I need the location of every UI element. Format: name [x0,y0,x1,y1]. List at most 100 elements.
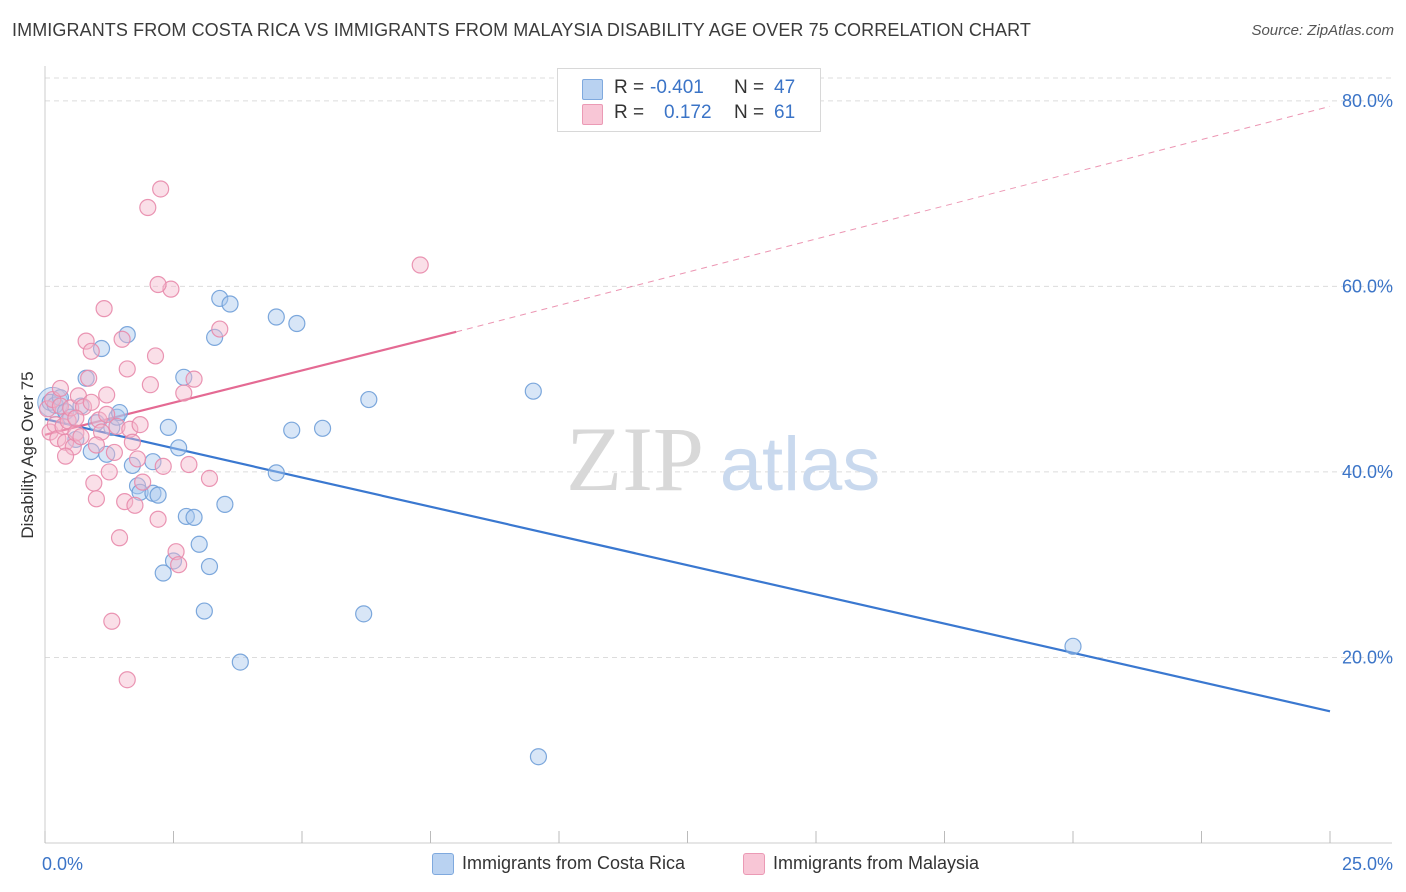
point-malaysia [116,493,134,511]
point-malaysia [170,556,188,574]
legend-n-label: N = [734,77,765,98]
point-costa-rica [131,483,149,501]
legend-n-value: 61 [774,102,796,123]
y-tick-label: 40.0% [1342,462,1393,482]
point-malaysia [85,474,103,492]
legend-swatch-blue [582,79,603,100]
bottom-legend-label: Immigrants from Malaysia [773,853,980,873]
point-malaysia [162,280,180,298]
point-costa-rica [360,390,378,409]
legend-n-label: N = [734,102,765,123]
point-malaysia [121,420,139,438]
point-malaysia [82,342,100,360]
point-malaysia [152,180,170,198]
legend-r-label: R = [614,102,645,123]
point-malaysia [126,496,144,514]
point-costa-rica [103,418,121,436]
y-tick-label: 80.0% [1342,91,1393,111]
chart-title: IMMIGRANTS FROM COSTA RICA VS IMMIGRANTS… [12,20,1032,40]
point-costa-rica [283,421,301,439]
point-malaysia [67,409,85,427]
point-malaysia [80,369,98,387]
data-points [37,180,1082,766]
x-tick-label: 25.0% [1342,854,1393,874]
point-malaysia [200,469,219,488]
point-malaysia [146,347,165,365]
point-malaysia [103,612,121,630]
point-costa-rica [108,408,126,426]
point-costa-rica [267,464,285,482]
point-malaysia [72,428,90,446]
point-costa-rica [288,314,306,333]
point-costa-rica [211,289,229,308]
point-malaysia [62,399,80,417]
point-malaysia [113,330,131,348]
point-malaysia [118,360,136,378]
point-malaysia [131,416,149,434]
point-costa-rica [195,602,213,620]
point-malaysia [154,457,172,475]
point-malaysia [149,275,167,294]
point-malaysia [98,405,116,423]
point-malaysia [77,332,95,350]
point-costa-rica [313,419,332,437]
point-malaysia [110,529,129,547]
point-costa-rica [221,295,239,313]
y-axis-label: Disability Age Over 75 [18,371,37,538]
point-costa-rica [1064,637,1082,655]
legend-r-label: R = [614,77,645,98]
point-malaysia [167,543,185,561]
point-malaysia [87,490,106,508]
bottom-legend-swatch-blue [432,853,454,875]
point-malaysia [118,671,136,689]
point-costa-rica [185,508,203,526]
bottom-legend-swatch-pink [743,853,765,875]
point-costa-rica [216,495,234,513]
point-malaysia [123,433,141,451]
watermark: ZIP atlas [566,408,880,510]
point-costa-rica [524,382,542,400]
point-malaysia [105,443,123,462]
correlation-legend: R = -0.401 N = 47 R = 0.172 N = 61 [557,68,821,132]
point-costa-rica [118,326,136,344]
point-malaysia [87,436,106,454]
point-costa-rica [190,535,208,553]
point-costa-rica [355,605,373,623]
point-malaysia [185,370,203,388]
point-malaysia [180,455,198,474]
point-costa-rica [149,486,167,504]
point-costa-rica [159,418,177,436]
point-malaysia [134,473,152,491]
legend-r-value: 0.172 [664,102,712,123]
point-malaysia [51,379,70,398]
watermark-atlas: atlas [720,422,881,507]
point-costa-rica [170,439,188,457]
legend-r-value: -0.401 [650,77,704,98]
point-costa-rica [154,564,172,582]
point-malaysia [98,386,116,404]
grid-lines [45,77,1392,658]
point-malaysia [175,384,193,402]
source-label: Source: ZipAtlas.com [1251,22,1394,39]
trend-line-costa-rica [44,417,1331,713]
point-costa-rica [529,748,548,766]
point-malaysia [95,300,113,318]
legend-swatch-pink [582,104,603,125]
point-malaysia [211,320,229,338]
point-costa-rica [92,339,111,358]
point-costa-rica [110,403,129,422]
point-malaysia [128,450,147,468]
trend-line-malaysia-extension [456,105,1331,333]
point-malaysia [411,256,429,274]
point-costa-rica [206,328,224,346]
tick-labels: 20.0% 40.0% 60.0% 80.0% 0.0% 25.0% [42,91,1393,874]
point-costa-rica [200,557,219,576]
point-costa-rica [231,653,249,671]
point-malaysia [56,447,75,465]
watermark-zip: ZIP [566,408,704,510]
legend-n-value: 47 [774,77,796,98]
point-costa-rica [267,308,285,326]
point-malaysia [82,393,100,411]
x-tick-label: 0.0% [42,854,83,874]
